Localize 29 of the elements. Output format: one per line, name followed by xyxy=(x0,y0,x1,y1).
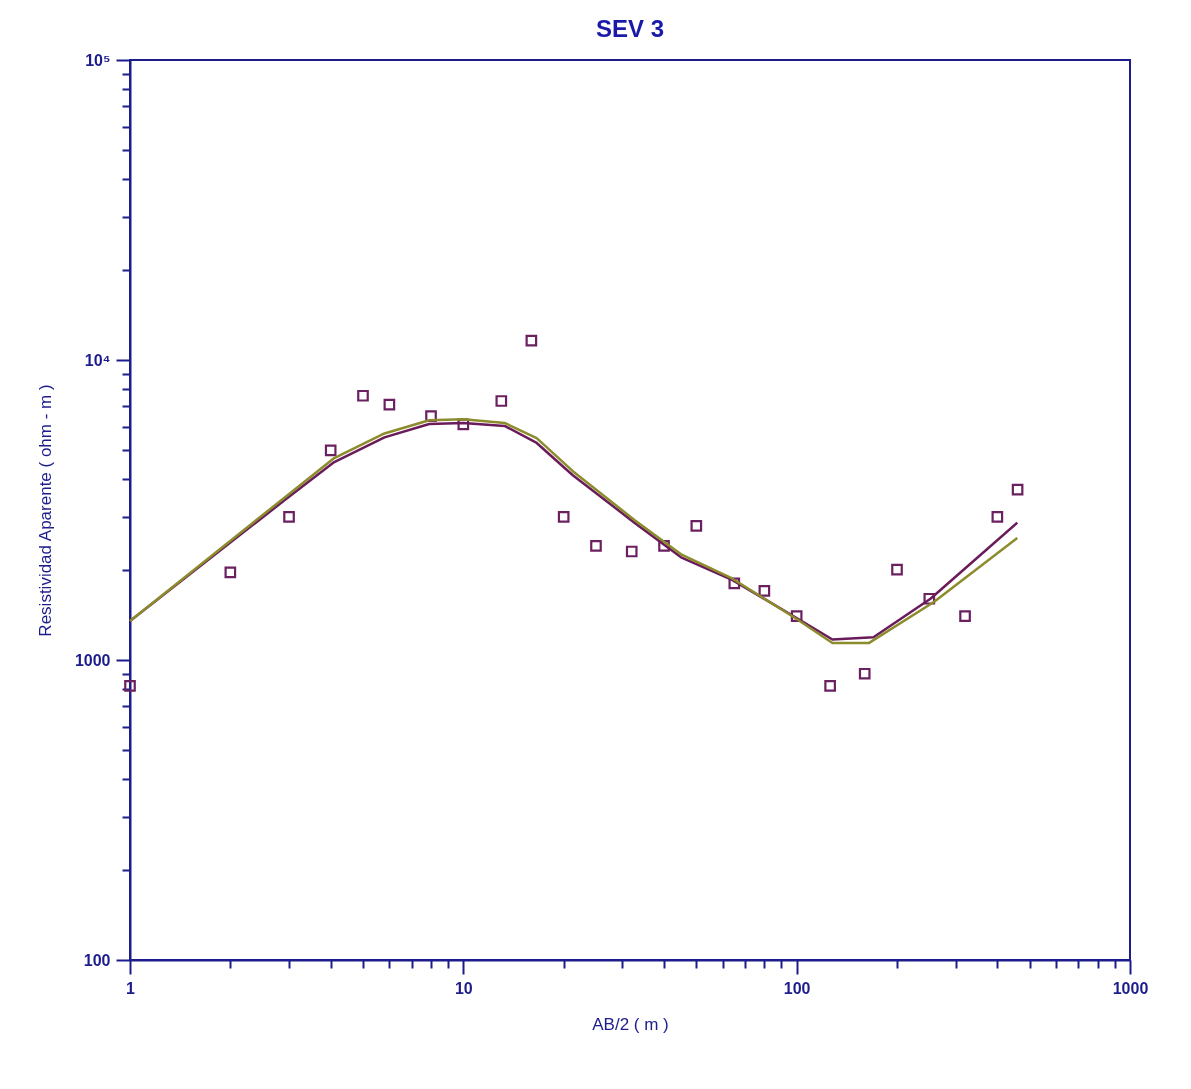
point xyxy=(790,610,803,623)
y-tick-label: 100 xyxy=(83,951,111,969)
x-tick-label: 100 xyxy=(783,979,811,997)
point xyxy=(991,511,1004,523)
point xyxy=(590,540,602,552)
x-tick-label: 1000 xyxy=(1112,979,1149,997)
point xyxy=(425,410,437,422)
point xyxy=(525,334,538,347)
x-tick-label: 10 xyxy=(454,979,473,997)
x-tick-label: 1 xyxy=(126,979,136,997)
point xyxy=(625,545,638,558)
chart-title: SEV 3 xyxy=(595,15,665,42)
point xyxy=(457,418,470,431)
point xyxy=(858,667,871,680)
point xyxy=(658,540,670,552)
y-axis-title: Resistividad Aparente ( ohm - m ) xyxy=(35,384,55,637)
point xyxy=(824,680,836,692)
x-axis-title: AB/2 ( m ) xyxy=(592,1014,669,1034)
y-tick-label: 10⁴ xyxy=(84,351,111,369)
point xyxy=(891,563,903,576)
point xyxy=(758,585,771,597)
point xyxy=(357,389,369,402)
point xyxy=(923,592,936,605)
point xyxy=(690,520,703,532)
point xyxy=(557,511,570,523)
y-tick-label: 10⁵ xyxy=(85,51,111,69)
y-tick-label: 1000 xyxy=(74,651,111,669)
point xyxy=(959,610,971,623)
point xyxy=(324,444,337,457)
